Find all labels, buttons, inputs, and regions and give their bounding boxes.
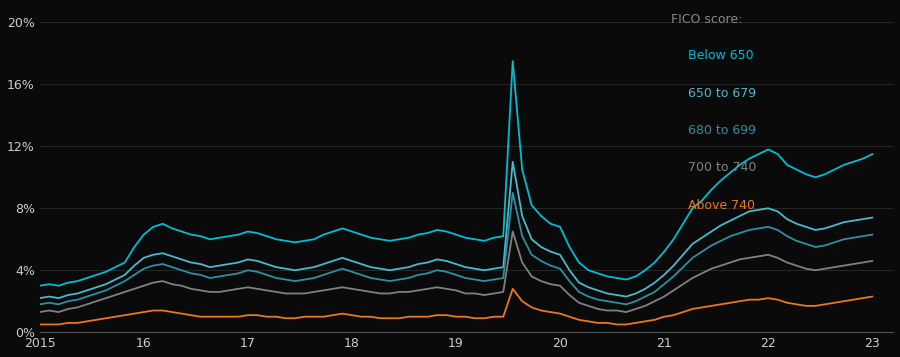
650 to 679 [782, 217, 793, 221]
Line: Above 740: Above 740 [40, 289, 872, 325]
680 to 699 [120, 279, 130, 283]
Above 740 [356, 315, 367, 319]
680 to 699 [460, 276, 471, 280]
Above 740 [782, 301, 793, 305]
Line: Below 650: Below 650 [40, 61, 872, 286]
Above 740 [120, 313, 130, 317]
700 to 740 [204, 290, 215, 294]
Line: 700 to 740: 700 to 740 [40, 232, 872, 312]
Text: 650 to 679: 650 to 679 [688, 87, 756, 100]
650 to 679 [460, 265, 471, 269]
Above 740 [460, 315, 471, 319]
680 to 699 [867, 232, 877, 237]
650 to 679 [204, 265, 215, 269]
Above 740 [204, 315, 215, 319]
Below 650 [867, 152, 877, 156]
650 to 679 [34, 296, 45, 300]
Below 650 [204, 237, 215, 241]
Below 650 [782, 163, 793, 167]
650 to 679 [356, 262, 367, 266]
Text: FICO score:: FICO score: [671, 14, 742, 26]
Below 650 [139, 232, 149, 237]
Text: 700 to 740: 700 to 740 [688, 161, 757, 175]
Above 740 [139, 310, 149, 314]
Above 740 [508, 287, 518, 291]
650 to 679 [139, 256, 149, 260]
680 to 699 [356, 273, 367, 277]
Below 650 [460, 236, 471, 240]
700 to 740 [782, 260, 793, 265]
Above 740 [867, 295, 877, 299]
700 to 740 [508, 230, 518, 234]
700 to 740 [460, 291, 471, 296]
650 to 679 [508, 160, 518, 164]
Text: Above 740: Above 740 [688, 199, 755, 212]
Line: 650 to 679: 650 to 679 [40, 162, 872, 298]
700 to 740 [34, 310, 45, 314]
700 to 740 [120, 290, 130, 294]
Below 650 [508, 59, 518, 63]
650 to 679 [120, 273, 130, 277]
680 to 699 [508, 191, 518, 195]
Text: Below 650: Below 650 [688, 49, 754, 62]
700 to 740 [356, 288, 367, 292]
Below 650 [120, 260, 130, 265]
680 to 699 [782, 234, 793, 238]
680 to 699 [34, 302, 45, 306]
680 to 699 [204, 276, 215, 280]
Below 650 [34, 283, 45, 288]
680 to 699 [139, 267, 149, 271]
Line: 680 to 699: 680 to 699 [40, 193, 872, 304]
Text: 680 to 699: 680 to 699 [688, 124, 756, 137]
700 to 740 [139, 283, 149, 288]
Above 740 [34, 322, 45, 327]
Below 650 [356, 232, 367, 237]
700 to 740 [867, 259, 877, 263]
650 to 679 [867, 215, 877, 220]
